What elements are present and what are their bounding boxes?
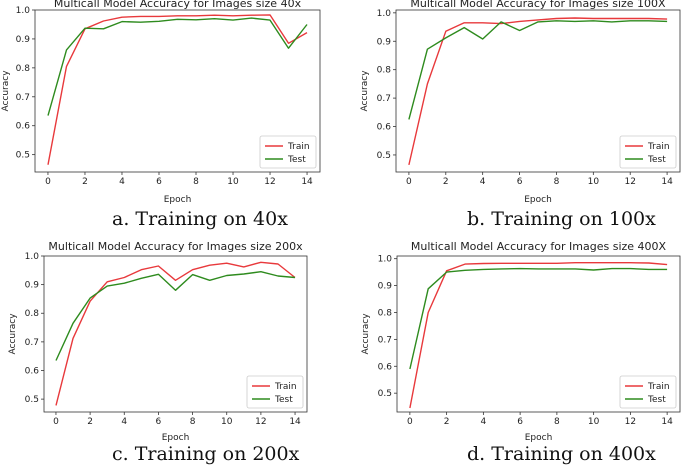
y-tick-label: 0.5: [378, 389, 392, 399]
caption-200x: c. Training on 200x: [112, 443, 300, 465]
x-tick-label: 2: [87, 417, 93, 427]
x-tick-label: 14: [289, 417, 301, 427]
series-line-test: [408, 20, 668, 120]
x-tick-label: 10: [227, 177, 239, 187]
series-line-train: [408, 17, 668, 166]
chart-title: Multicall Model Accuracy for Images size…: [54, 0, 302, 10]
series-line-test: [55, 271, 296, 361]
x-tick-label: 2: [444, 417, 450, 427]
y-tick-label: 0.5: [377, 151, 391, 161]
y-axis-label: Accuracy: [361, 313, 371, 355]
x-axis-label: Epoch: [524, 195, 552, 205]
caption-40x: a. Training on 40x: [112, 208, 288, 230]
legend-label-test: Test: [647, 155, 666, 165]
caption-400x: d. Training on 400x: [467, 443, 656, 465]
x-tick-label: 8: [554, 177, 560, 187]
legend-label-train: Train: [647, 142, 670, 152]
legend-label-train: Train: [287, 142, 310, 152]
x-tick-label: 2: [82, 177, 88, 187]
chart-title: Multicall Model Accuracy for Images size…: [48, 240, 303, 253]
x-tick-label: 4: [121, 417, 127, 427]
series-line-test: [409, 267, 668, 370]
y-tick-label: 1.0: [16, 6, 31, 16]
x-tick-label: 4: [119, 177, 125, 187]
x-tick-label: 10: [221, 417, 233, 427]
x-tick-label: 0: [406, 177, 412, 187]
series-line-train: [409, 262, 668, 409]
x-tick-label: 14: [661, 417, 673, 427]
accuracy-chart-40x: Multicall Model Accuracy for Images size…: [1, 0, 321, 205]
x-tick-label: 2: [443, 177, 449, 187]
y-tick-label: 0.7: [25, 338, 39, 348]
x-tick-label: 6: [517, 177, 523, 187]
x-tick-label: 8: [554, 417, 560, 427]
accuracy-chart-400x: Multicall Model Accuracy for Images size…: [361, 240, 681, 443]
x-tick-label: 4: [480, 177, 486, 187]
x-tick-label: 14: [661, 177, 673, 187]
x-axis-label: Epoch: [162, 433, 190, 443]
legend-label-test: Test: [287, 155, 306, 165]
y-tick-label: 0.6: [378, 362, 393, 372]
x-tick-label: 12: [625, 417, 636, 427]
y-tick-label: 0.9: [377, 37, 392, 47]
legend-box: [246, 375, 304, 409]
y-tick-label: 0.9: [25, 281, 40, 291]
chart-panel-400x: Multicall Model Accuracy for Images size…: [350, 240, 685, 445]
x-tick-label: 12: [255, 417, 266, 427]
chart-panel-40x: Multicall Model Accuracy for Images size…: [0, 0, 330, 205]
legend-box: [619, 375, 677, 409]
y-tick-label: 0.5: [25, 395, 39, 405]
y-axis-label: Accuracy: [360, 70, 370, 112]
y-tick-label: 0.5: [16, 151, 30, 161]
chart-panel-100x: Multicall Model Accuracy for Images size…: [350, 0, 685, 205]
x-tick-label: 0: [53, 417, 59, 427]
accuracy-chart-200x: Multicall Model Accuracy for Images size…: [8, 240, 308, 443]
x-tick-label: 6: [156, 177, 162, 187]
x-tick-label: 6: [156, 417, 162, 427]
legend-label-train: Train: [274, 382, 297, 392]
legend-label-test: Test: [647, 395, 666, 405]
y-tick-label: 0.8: [378, 308, 393, 318]
x-tick-label: 10: [588, 177, 600, 187]
y-tick-label: 0.6: [16, 122, 31, 132]
series-line-test: [47, 17, 308, 116]
legend-label-train: Train: [647, 382, 670, 392]
series-line-train: [47, 14, 308, 165]
y-tick-label: 1.0: [378, 255, 393, 265]
chart-panel-200x: Multicall Model Accuracy for Images size…: [0, 240, 330, 445]
x-tick-label: 8: [193, 177, 199, 187]
y-tick-label: 0.7: [16, 93, 30, 103]
x-tick-label: 14: [301, 177, 313, 187]
legend-box: [619, 135, 677, 169]
caption-100x: b. Training on 100x: [467, 208, 656, 230]
y-tick-label: 0.8: [25, 309, 40, 319]
x-axis-label: Epoch: [164, 195, 192, 205]
x-tick-label: 4: [481, 417, 487, 427]
y-axis-label: Accuracy: [8, 313, 18, 355]
y-tick-label: 0.8: [16, 64, 31, 74]
y-tick-label: 0.7: [377, 94, 391, 104]
x-tick-label: 12: [264, 177, 275, 187]
accuracy-chart-100x: Multicall Model Accuracy for Images size…: [360, 0, 681, 205]
chart-title: Multicall Model Accuracy for Images size…: [411, 240, 667, 253]
y-tick-label: 0.6: [25, 366, 40, 376]
y-tick-label: 0.9: [16, 35, 31, 45]
x-tick-label: 0: [45, 177, 51, 187]
chart-title: Multicall Model Accuracy for Images size…: [410, 0, 666, 10]
y-tick-label: 0.7: [378, 335, 392, 345]
y-tick-label: 1.0: [25, 252, 40, 262]
legend-box: [259, 135, 317, 169]
x-tick-label: 12: [624, 177, 635, 187]
legend-label-test: Test: [274, 395, 293, 405]
x-tick-label: 10: [588, 417, 600, 427]
y-tick-label: 0.6: [377, 123, 392, 133]
x-tick-label: 6: [517, 417, 523, 427]
y-tick-label: 1.0: [377, 9, 392, 19]
x-axis-label: Epoch: [525, 433, 553, 443]
x-tick-label: 8: [190, 417, 196, 427]
y-axis-label: Accuracy: [1, 70, 11, 112]
x-tick-label: 0: [407, 417, 413, 427]
y-tick-label: 0.9: [378, 282, 393, 292]
y-tick-label: 0.8: [377, 66, 392, 76]
